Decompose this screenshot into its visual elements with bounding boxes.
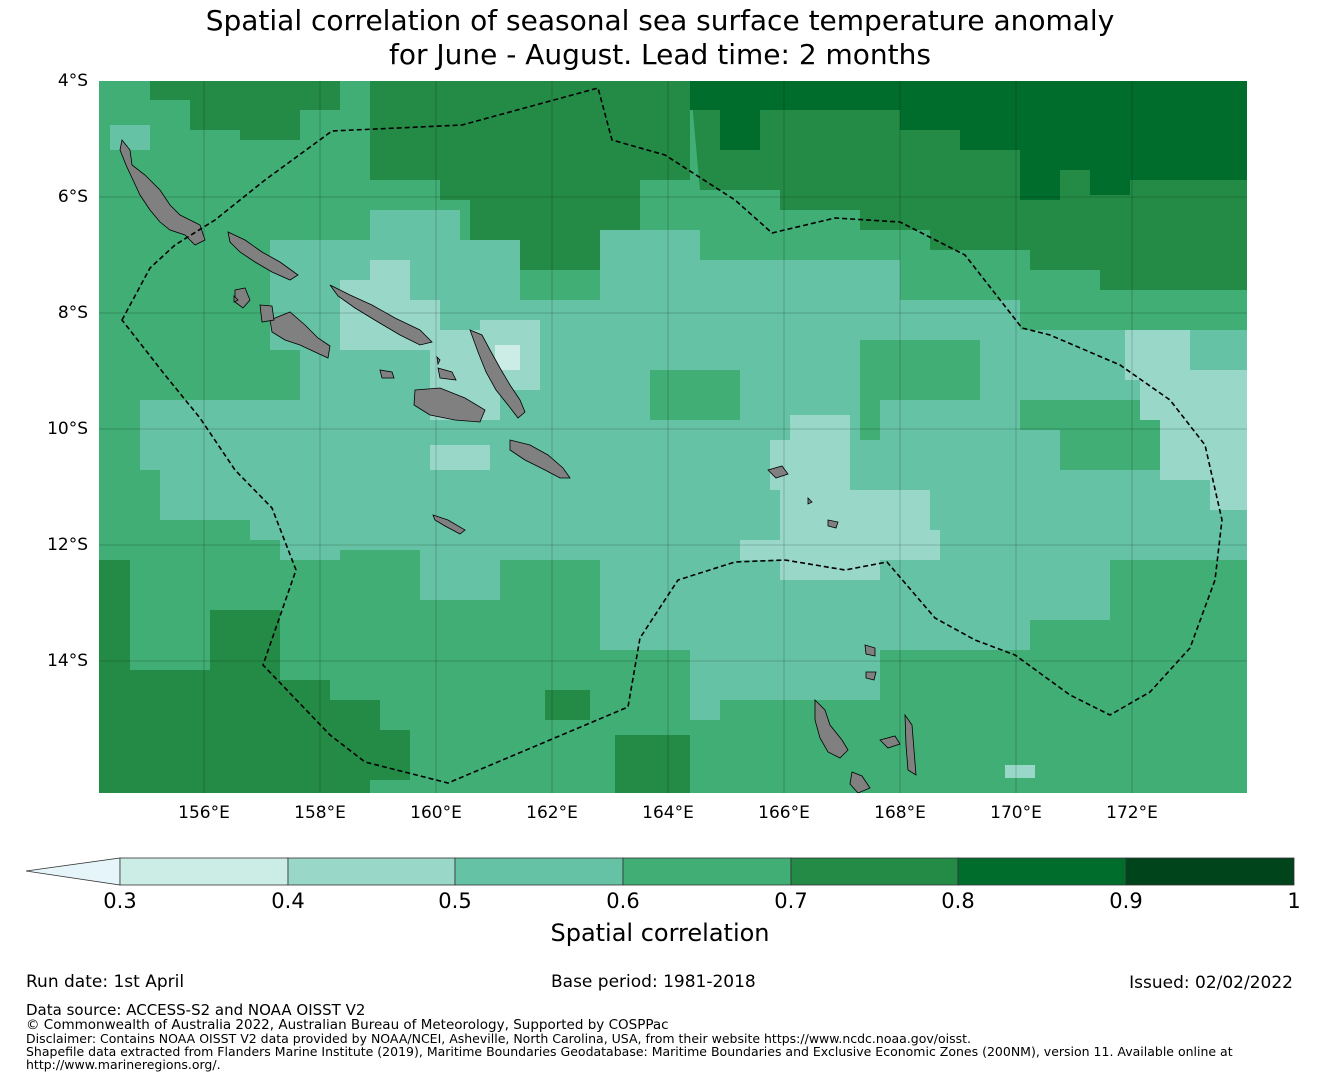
colorbar-bin-0.3-0.4	[119, 857, 289, 886]
zone-0.4-0.5-east	[1125, 330, 1247, 510]
lon-label-166e: 166°E	[758, 803, 810, 823]
lon-label-162e: 162°E	[526, 803, 578, 823]
colorbar-bin-0.6-0.7	[622, 857, 792, 886]
disclaimer: Disclaimer: Contains NOAA OISST V2 data …	[26, 1031, 971, 1046]
colorbar-tick-0.9: 0.9	[1109, 889, 1143, 913]
map-area	[99, 81, 1247, 793]
chart-title-line-1: Spatial correlation of seasonal sea surf…	[205, 4, 1115, 37]
data-source: Data source: ACCESS-S2 and NOAA OISST V2	[26, 1001, 366, 1019]
issued-date: Issued: 02/02/2022	[1129, 973, 1293, 993]
malakula-island	[879, 735, 901, 749]
makira-island	[509, 439, 571, 479]
lon-label-160e: 160°E	[410, 803, 462, 823]
lat-label-12s: 12°S	[47, 535, 88, 555]
copyright: © Commonwealth of Australia 2022, Austra…	[26, 1017, 669, 1033]
zone-0.7-0.8-south	[615, 735, 690, 793]
correlation-zones	[99, 81, 1247, 793]
lon-label-172e: 172°E	[1106, 803, 1158, 823]
zone-0.3-0.4	[495, 345, 520, 370]
colorbar-tick-0.3: 0.3	[103, 889, 137, 913]
zone-0.7-0.8-southwest	[99, 560, 410, 793]
lat-label-10s: 10°S	[47, 419, 88, 439]
chart-title-line-2: for June - August. Lead time: 2 months	[388, 38, 931, 71]
run-date: Run date: 1st April	[26, 972, 185, 992]
solomon-islands-eez	[121, 87, 1223, 784]
new-georgia-islands	[269, 311, 331, 359]
shapefile-credit-line-2: http://www.marineregions.org/.	[26, 1057, 221, 1072]
colorbar-extend-triangle	[25, 857, 121, 886]
small-islands	[233, 295, 839, 529]
zone-0.7-0.8-north	[370, 81, 690, 270]
land-masses	[119, 139, 917, 793]
colorbar-tick-1: 1	[1287, 889, 1301, 913]
colorbar-bin-0.8-0.9	[957, 857, 1127, 886]
lon-label-170e: 170°E	[990, 803, 1042, 823]
vanuatu-islands	[849, 644, 917, 793]
zone-0.8-0.9-northeast	[690, 81, 1247, 200]
zone-0.4-0.5-central	[740, 415, 940, 580]
rennell-island	[432, 514, 466, 535]
colorbar-bin-0.7-0.8	[790, 857, 959, 886]
santa-isabel-island	[329, 284, 433, 346]
lon-label-156e: 156°E	[178, 803, 230, 823]
colorbar	[25, 857, 1295, 886]
colorbar-tick-0.5: 0.5	[438, 889, 472, 913]
colorbar-bin-0.9-1	[1125, 857, 1295, 886]
zone-0.7-0.8-northwest	[150, 81, 340, 140]
colorbar-bin-0.4-0.5	[287, 857, 456, 886]
colorbar-tick-0.4: 0.4	[271, 889, 305, 913]
lon-label-168e: 168°E	[874, 803, 926, 823]
lon-label-158e: 158°E	[294, 803, 346, 823]
espiritu-santo-island	[814, 699, 849, 759]
colorbar-tick-0.6: 0.6	[606, 889, 640, 913]
malaita-island	[469, 329, 526, 419]
shapefile-credit-line-1: Shapefile data extracted from Flanders M…	[26, 1044, 1233, 1059]
choiseul-island	[227, 231, 299, 281]
zone-0.7-0.8-southpatch	[545, 690, 590, 720]
colorbar-tick-0.8: 0.8	[941, 889, 975, 913]
lat-label-4s: 4°S	[57, 71, 88, 91]
lat-label-14s: 14°S	[47, 651, 88, 671]
lat-label-8s: 8°S	[57, 303, 88, 323]
guadalcanal-island	[413, 387, 486, 423]
base-period: Base period: 1981-2018	[551, 972, 756, 992]
gridlines	[99, 81, 1247, 793]
colorbar-tick-0.7: 0.7	[774, 889, 808, 913]
bougainville-island	[119, 139, 206, 246]
eez-boundaries	[121, 87, 1223, 784]
colorbar-bin-0.5-0.6	[454, 857, 624, 886]
lat-label-6s: 6°S	[57, 187, 88, 207]
lon-label-164e: 164°E	[642, 803, 694, 823]
colorbar-label: Spatial correlation	[550, 919, 770, 947]
santa-cruz-island	[767, 465, 789, 479]
zone-0.6-0.7-inner	[650, 340, 1160, 470]
